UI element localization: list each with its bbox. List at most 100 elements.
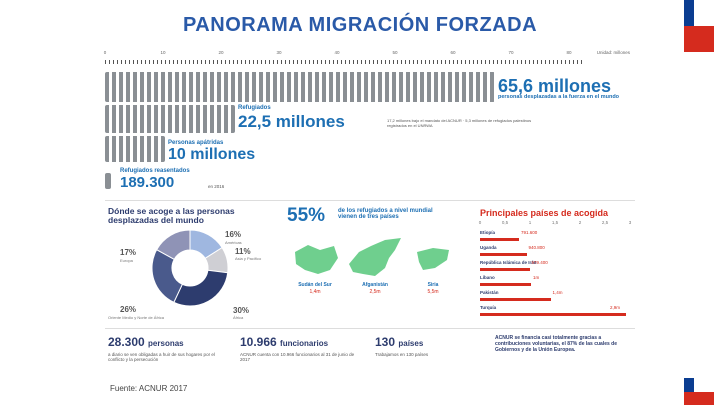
slice-label-asia: 11% [235, 247, 251, 256]
host-countries-title: Principales países de acogida [480, 208, 609, 218]
flag-logo-bottom [684, 378, 714, 405]
flag-logo-top [684, 0, 714, 52]
resettled-label: Refugiados reasentados [120, 168, 190, 174]
country-map-south-sudan [295, 245, 338, 274]
country-map-syria [417, 248, 449, 270]
box-number-unit: países [398, 339, 424, 348]
ruler-unit: Unidad: millones [596, 50, 630, 55]
ruler-tick: 80 [566, 50, 572, 55]
ruler-tick: 0 [103, 50, 107, 55]
ruler-tick: 70 [508, 50, 514, 55]
stateless-value: 10 millones [168, 146, 256, 163]
host-country-name: Turquía [480, 305, 497, 310]
slice-region-africa: África [233, 315, 244, 320]
ruler-tick: 50 [392, 50, 398, 55]
box-number-countries: 130 países [375, 335, 423, 349]
crowd-illustration-stateless [105, 136, 165, 162]
host-bar [480, 253, 527, 256]
donut-slice-europe [156, 229, 191, 261]
ruler-tick: 60 [450, 50, 456, 55]
slice-region-middle-east: Oriente Medio y Norte de África [108, 315, 165, 320]
box-number-value: 130 [375, 335, 396, 349]
slice-label-europe: 17% [120, 248, 137, 257]
slice-label-americas: 16% [225, 230, 242, 239]
refugees-note: 17,2 millones bajo el mandato del ACNUR … [387, 118, 532, 128]
country-name-south-sudan: Sudán del Sur [298, 282, 332, 288]
host-country-value: 940.800 [528, 245, 545, 250]
ruler-tick: 30 [276, 50, 282, 55]
person-icon [105, 173, 111, 189]
country-value-syria: 5,5m [427, 289, 439, 295]
country-value-south-sudan: 1,4m [309, 289, 321, 295]
origin-percent: 55% [287, 205, 326, 226]
resettled-note: en 2016 [208, 184, 225, 189]
host-bar [480, 238, 519, 241]
host-country-name: Líbano [480, 275, 495, 280]
displaced-text: personas desplazadas a la fuerza en el m… [498, 94, 620, 100]
box-text-countries: Trabajamos en 130 países [375, 352, 429, 357]
host-bar [480, 268, 530, 271]
host-country-value: 1m [533, 275, 540, 280]
box-number-value: 10.966 [240, 335, 277, 349]
host-scale-tick: 0,5 [501, 220, 509, 225]
box-number-unit: personas [148, 339, 184, 348]
country-value-afghanistan: 2,5m [369, 289, 381, 295]
crowd-illustration-refugees [105, 105, 235, 133]
stateless-label: Personas apátridas [168, 140, 224, 146]
ruler-tick: 10 [160, 50, 166, 55]
host-scale-tick: 3 [628, 220, 632, 225]
refugees-value: 22,5 millones [238, 112, 345, 131]
host-scale-tick: 1,5 [551, 220, 559, 225]
host-countries-chart: Etiopía 791.600 Uganda 940.800 República Isl… [480, 230, 630, 325]
host-scale: 0 0,5 1 1,5 2 2,5 3 [472, 220, 632, 228]
box-number-value: 28.300 [108, 335, 145, 349]
host-country-value: 791.600 [521, 230, 538, 235]
host-country-value: 979.400 [531, 260, 548, 265]
box-number-staff: 10.966 funcionarios [240, 335, 328, 349]
hosting-title: Dónde se acoge a las personas desplazada… [108, 206, 235, 225]
host-country-name: República Islámica de Irán [480, 260, 537, 265]
host-scale-tick: 2 [578, 220, 582, 225]
host-bar [480, 298, 551, 301]
host-scale-tick: 1 [528, 220, 532, 225]
country-name-afghanistan: Afganistán [362, 282, 388, 288]
country-name-syria: Siria [427, 282, 439, 288]
host-country-name: Uganda [480, 245, 497, 250]
refugees-label: Refugiados [238, 105, 271, 111]
box-text-funding: ACNUR se financia casi totalmente gracia… [495, 335, 617, 353]
divider [105, 200, 635, 201]
box-number-unit: funcionarios [280, 339, 329, 348]
host-bar [480, 313, 626, 316]
host-country-name: Pakistán [480, 290, 499, 295]
host-country-name: Etiopía [480, 230, 496, 235]
donut-slice-africa [173, 269, 229, 307]
slice-label-africa: 30% [233, 306, 250, 315]
page-title: PANORAMA MIGRACIÓN FORZADA [182, 14, 538, 36]
box-text-staff: ACNUR cuenta con 10.966 funcionarios al … [240, 352, 355, 362]
scale-ruler: 0 10 20 30 40 50 60 70 80 Unidad: millon… [100, 50, 640, 70]
slice-region-europe: Europa [120, 258, 133, 263]
host-country-value: 2,9m [610, 305, 621, 310]
divider [105, 328, 635, 329]
donut-slice-middle-east [151, 249, 184, 304]
slice-label-middle-east: 26% [120, 305, 137, 314]
host-scale-tick: 0 [478, 220, 482, 225]
host-country-value: 1,4m [552, 290, 563, 295]
ruler-tick: 20 [218, 50, 224, 55]
host-scale-tick: 2,5 [601, 220, 609, 225]
crowd-illustration-main [105, 72, 495, 102]
origin-text: de los refugiados a nivel mundial vienen… [338, 208, 433, 220]
source-note: Fuente: ACNUR 2017 [110, 384, 188, 393]
box-number-daily: 28.300 personas [108, 335, 184, 349]
host-bar [480, 283, 531, 286]
displaced-total: 65,6 millones [498, 76, 612, 96]
slice-region-americas: Américas [225, 240, 242, 245]
ruler-line [105, 60, 585, 64]
country-map-afghanistan [349, 238, 401, 276]
slice-region-asia: Asia y Pacífico [235, 256, 262, 261]
box-text-daily: a diario se ven obligadas a huir de sus … [108, 352, 215, 362]
resettled-value: 189.300 [120, 174, 175, 191]
ruler-tick: 40 [334, 50, 340, 55]
infographic: 0 10 20 30 40 50 60 70 80 Unidad: millon… [100, 50, 640, 378]
hosting-donut-chart [151, 229, 229, 307]
